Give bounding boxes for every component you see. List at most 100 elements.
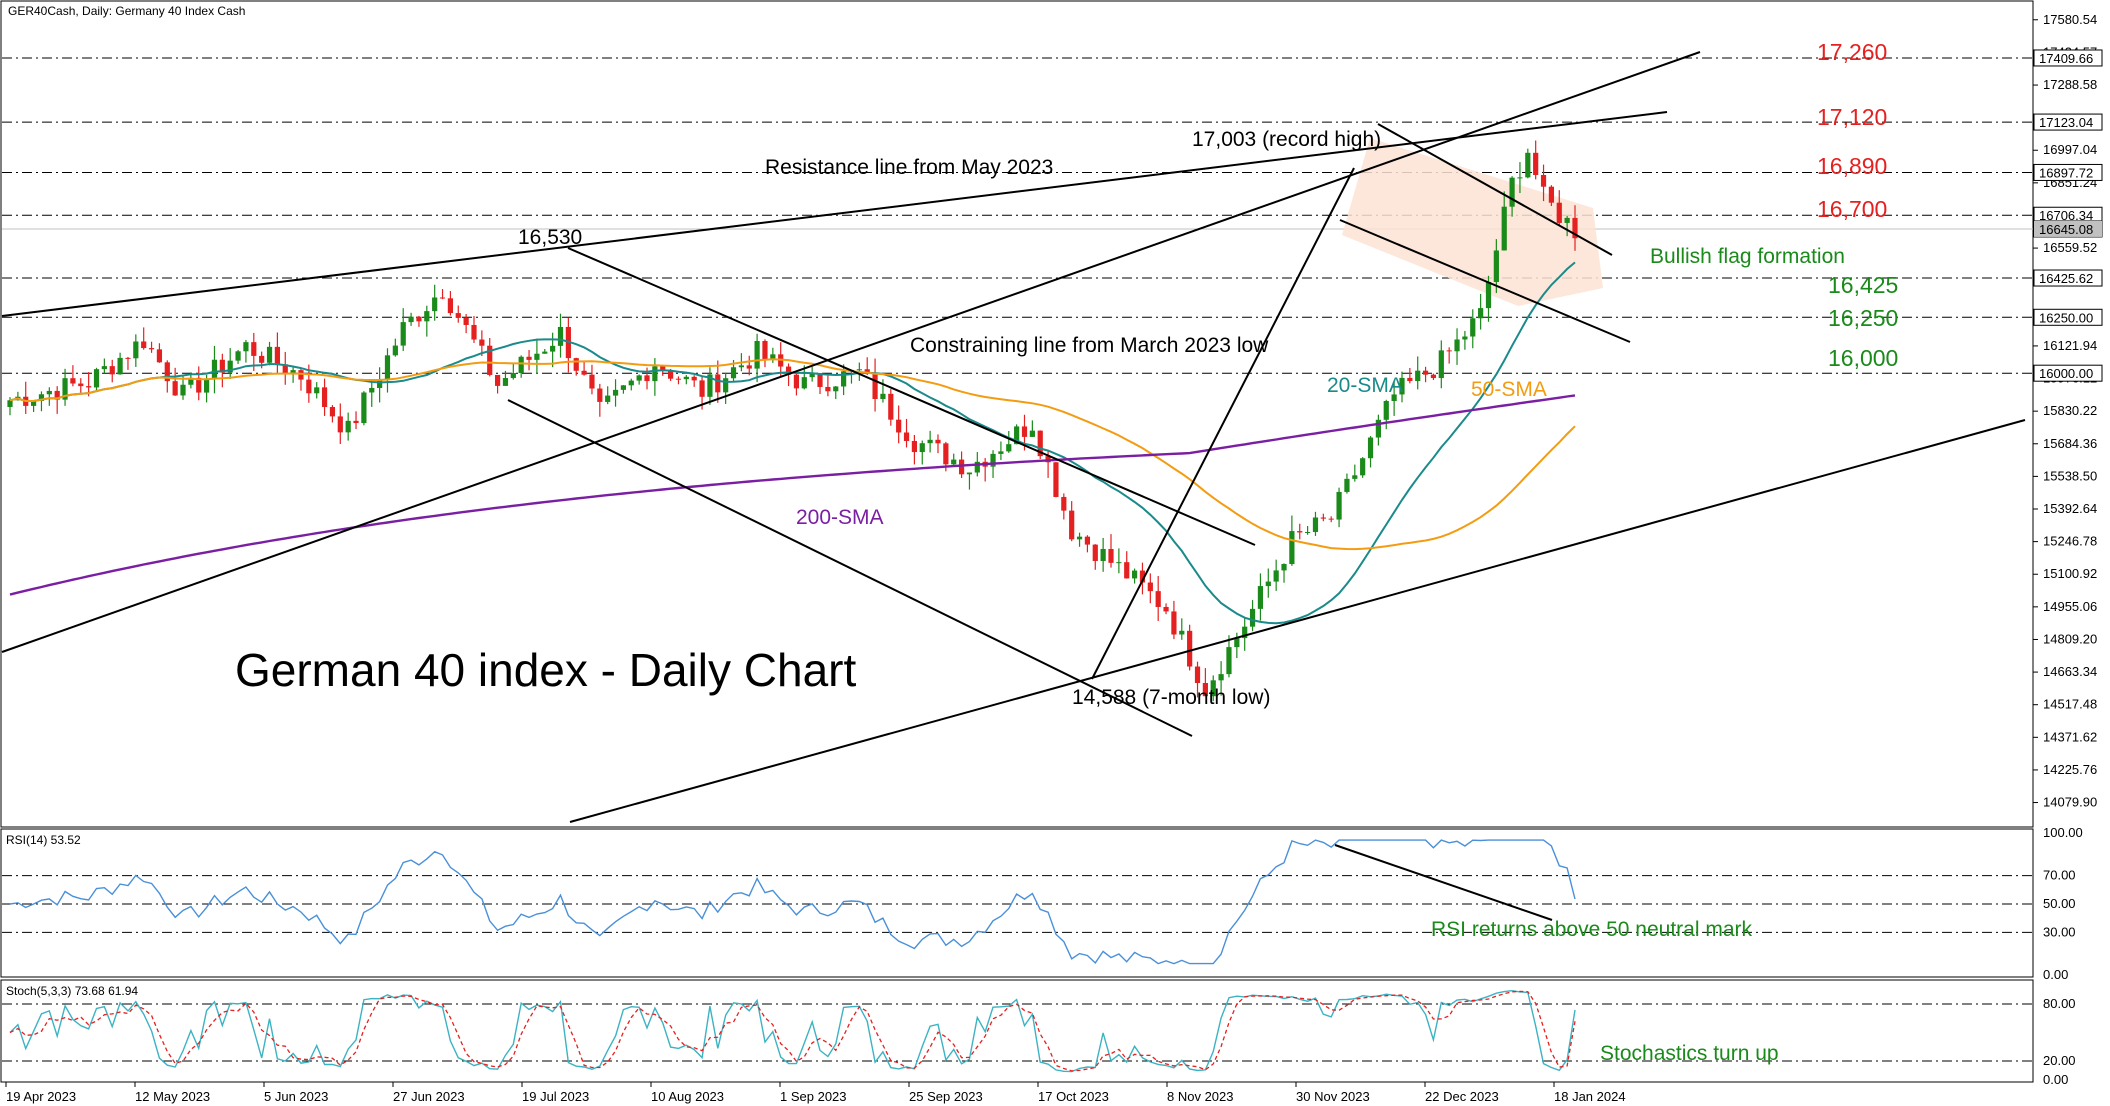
stoch-d-line [9,990,1576,1072]
candle-body [1360,458,1366,476]
rsi-tick-label: 100.00 [2043,825,2083,840]
chart-title: German 40 index - Daily Chart [235,644,856,696]
candle-body [70,378,76,384]
date-tick-label: 1 Sep 2023 [780,1089,847,1104]
candle-body [534,353,540,360]
candle-body [856,369,862,371]
candle-body [652,366,658,382]
candle-body [290,370,296,374]
rsi-tick-label: 30.00 [2043,924,2076,939]
candle-body [958,459,965,475]
candle-body [1139,570,1146,583]
candle-body [903,432,910,441]
candle-body [133,341,139,359]
current-price-label: 16645.08 [2039,222,2093,237]
candle-body [1446,350,1452,352]
candle-body [715,374,721,393]
candle-body [510,373,516,379]
level-annotation-label: 16,890 [1817,153,1887,179]
stoch-layer [2,989,2033,1073]
candle-body [730,367,737,379]
resistance-line [1,111,1668,317]
candle-body [1391,394,1397,402]
candle-body [636,375,642,381]
current-price-box [2034,220,2102,237]
candle-body [738,365,744,368]
date-tick-label: 19 Apr 2023 [6,1089,76,1104]
record-high-label: 17,003 (record high) [1192,128,1381,151]
candle-body [62,378,68,400]
candle-body [864,369,870,374]
sma50-line [9,358,1576,551]
candle-body [1407,377,1413,382]
level-price-label: 16250.00 [2039,310,2093,325]
candle-body [1517,177,1523,179]
candle-body [282,364,288,374]
candle-body [707,374,713,397]
price-tick-label: 14809.20 [2043,631,2097,646]
candle-body [1155,591,1161,607]
candle-body [660,366,666,371]
candle-body [172,381,178,396]
candle-body [581,370,587,375]
date-tick-label: 22 Dec 2023 [1425,1089,1499,1104]
candle-body [314,387,320,394]
level-price-label: 16706.34 [2039,208,2093,223]
rally-trendline [1091,167,1355,680]
price-tick-label: 15100.92 [2043,566,2097,581]
candle-body [1053,462,1059,497]
candle-body [1108,548,1114,563]
candle-body [400,322,406,346]
resistance-line-label: Resistance line from May 2023 [765,156,1053,179]
candle-body [762,341,768,360]
candle-body [1485,282,1492,309]
candle-body [1289,531,1295,565]
peak-label: 16,530 [518,226,582,249]
candle-body [612,389,619,396]
candle-body [542,351,548,354]
level-price-box [2033,113,2103,131]
candle-body [1462,336,1468,340]
constraining-line [1,51,1701,653]
candle-body [911,440,917,453]
candle-body [1234,638,1240,648]
candle-body [801,377,807,389]
candle-body [1548,186,1555,203]
price-tick-label: 15830.22 [2043,403,2097,418]
candle-body [723,378,729,393]
candle-body [1273,570,1279,582]
candle-body [109,366,115,375]
candle-body [518,356,524,374]
candle-body [1242,626,1248,639]
candle-body [1540,174,1547,187]
candle-body [219,359,225,373]
level-annotation-label: 16,000 [1828,345,1898,371]
price-tick-label: 16121.94 [2043,338,2097,353]
flag-upper-line [1377,123,1613,256]
candle-body [361,392,367,424]
candle-body [644,375,650,382]
level-price-label: 17409.66 [2039,51,2093,66]
candle-body [628,380,634,386]
candle-body [408,316,414,323]
candle-body [227,360,233,373]
candle-body [1116,562,1122,564]
candle-body [1415,370,1421,382]
candle-body [298,370,304,380]
candle-body [1344,478,1350,492]
price-tick-label: 15392.64 [2043,501,2097,516]
price-tick-label: 15538.50 [2043,468,2097,483]
candle-body [1367,437,1374,459]
low-label: 14,588 (7-month low) [1072,686,1270,709]
candle-body [526,356,532,360]
price-tick-label: 14225.76 [2043,762,2097,777]
candle-body [683,376,689,380]
candle-body [888,393,894,420]
candle-body [1100,548,1106,561]
candle-body [141,341,147,349]
candle-body [1399,377,1405,395]
candle-body [550,345,556,352]
candle-body [1045,456,1051,463]
candle-body [369,387,375,393]
rsi-layer [2,839,2033,965]
